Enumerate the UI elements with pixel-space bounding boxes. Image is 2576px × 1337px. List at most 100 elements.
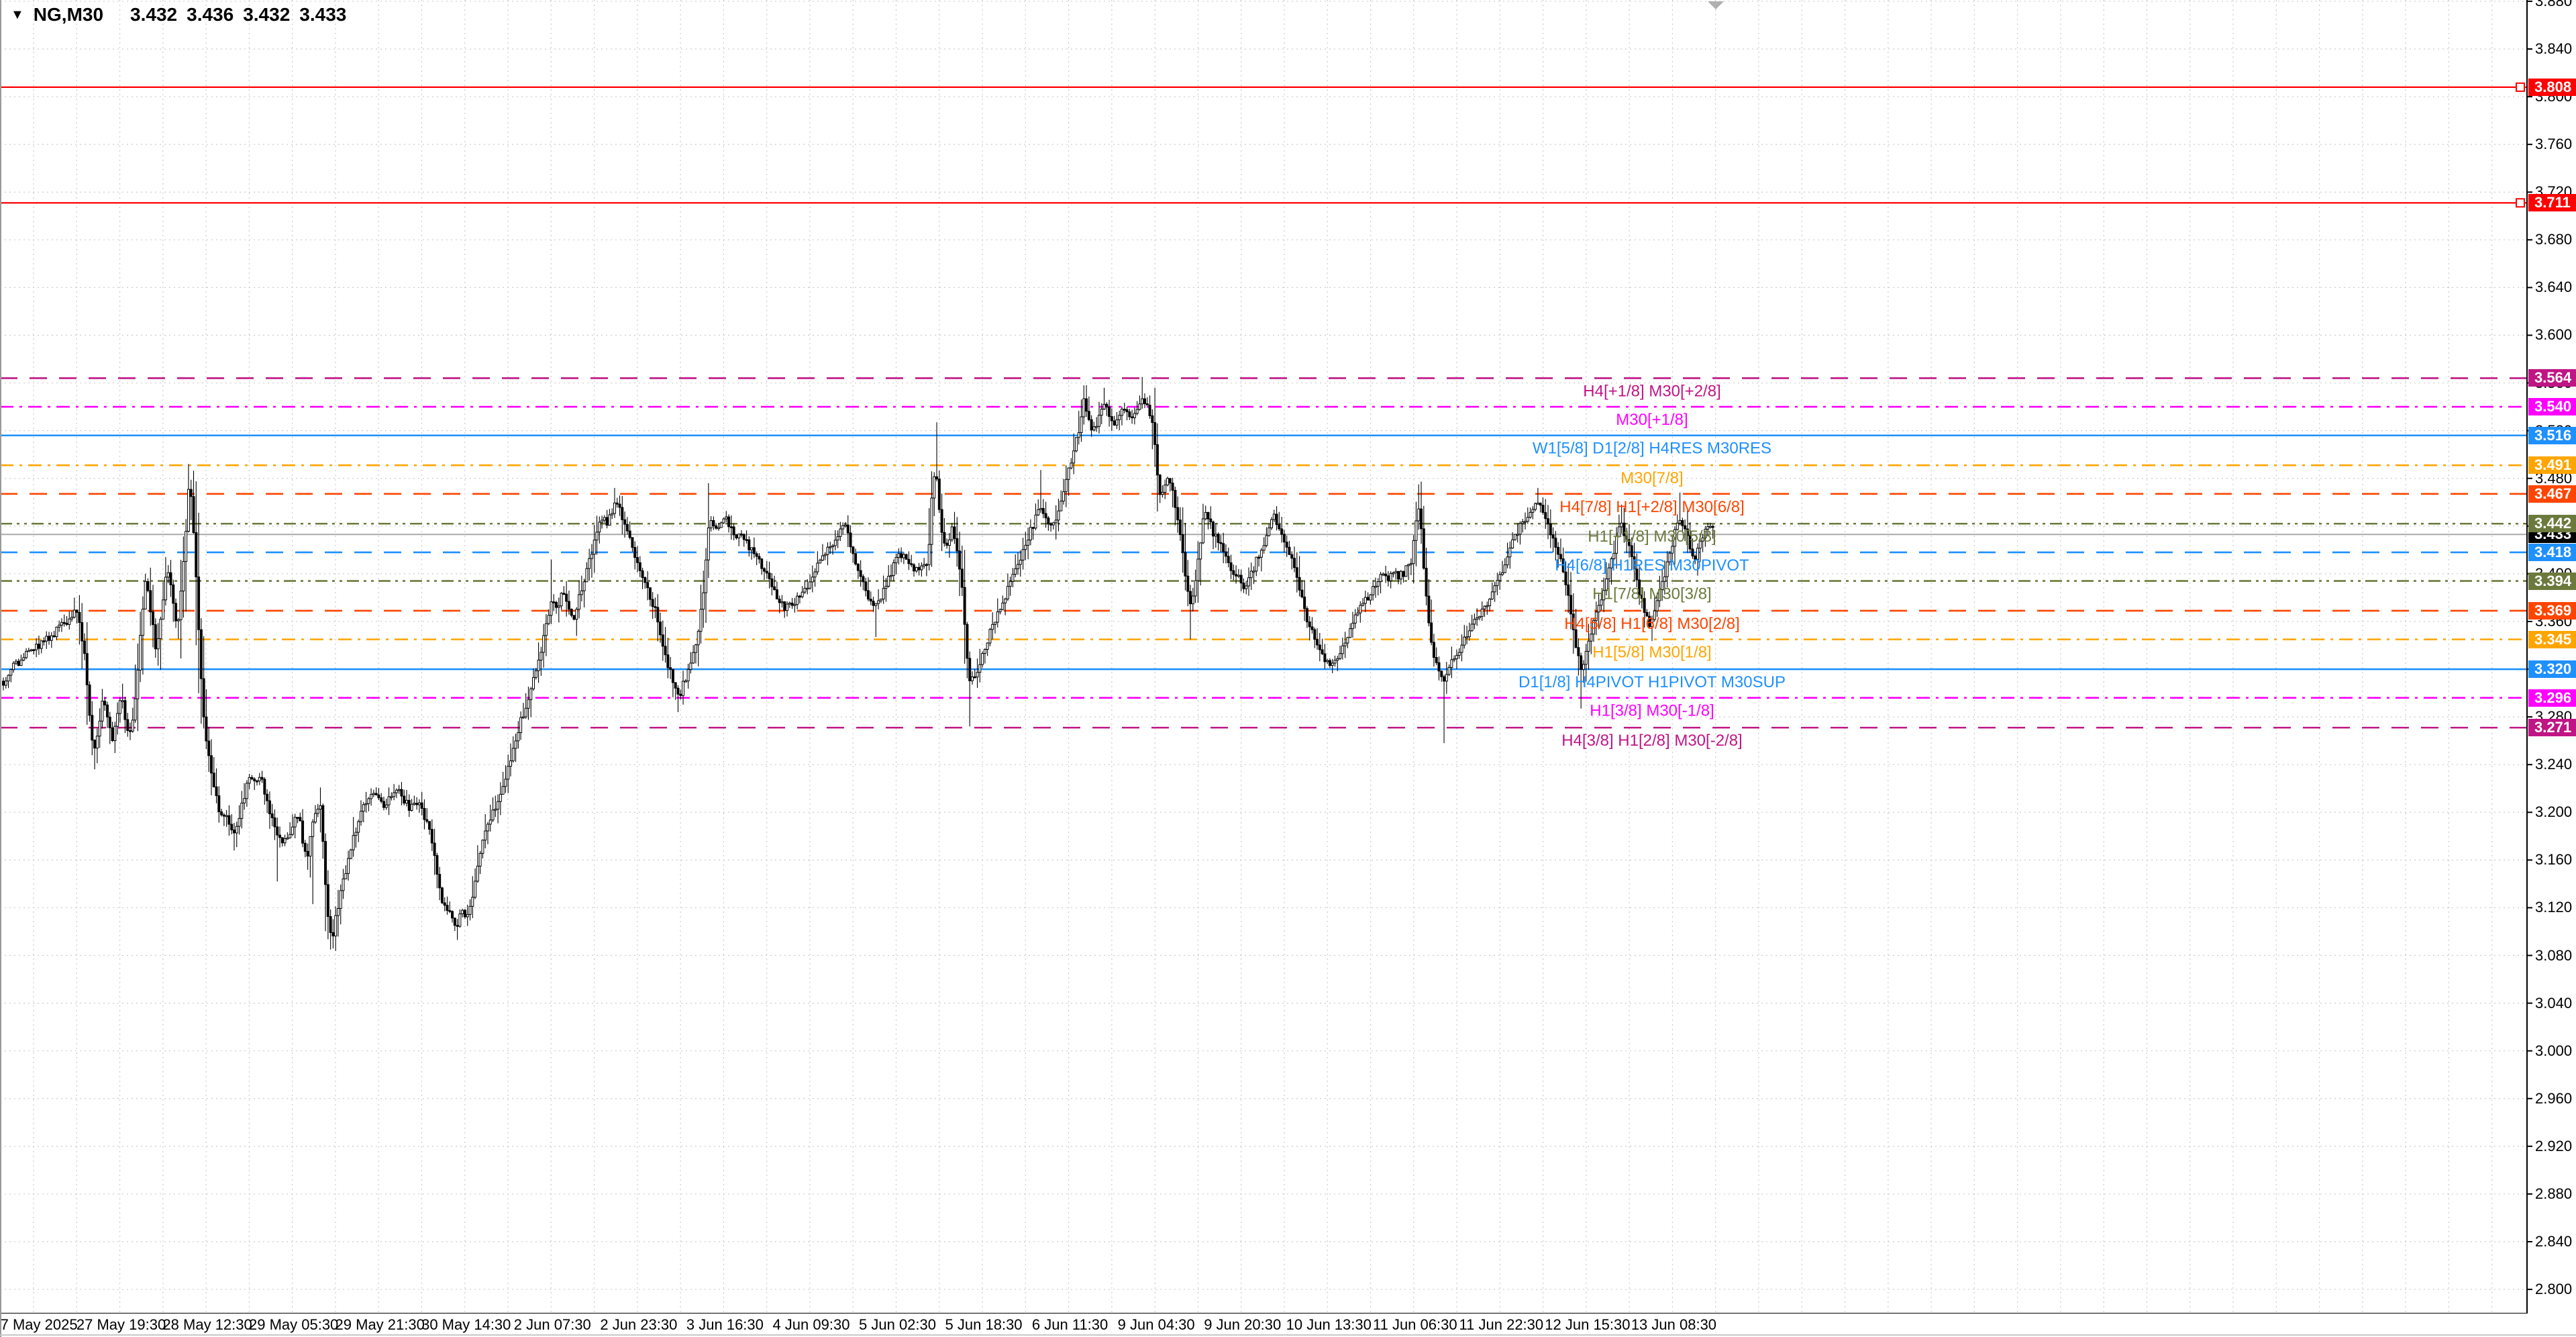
- candle-body: [1265, 535, 1268, 546]
- candle-body: [976, 672, 979, 678]
- candle-body: [843, 524, 847, 527]
- candle-body: [1027, 540, 1030, 546]
- candle-body: [1102, 403, 1106, 410]
- shift-triangle-icon[interactable]: [1708, 1, 1724, 9]
- candle-body: [25, 650, 28, 658]
- candle-body: [185, 531, 188, 562]
- candle-body: [136, 669, 140, 699]
- candle-body: [1214, 534, 1217, 537]
- candle-body: [278, 834, 282, 838]
- candle-body: [471, 897, 474, 907]
- candle-body: [266, 793, 269, 801]
- symbol-dropdown-icon[interactable]: ▼: [11, 7, 24, 22]
- candle-body: [400, 789, 403, 797]
- candle-body: [1242, 583, 1245, 589]
- candle-body: [943, 532, 946, 544]
- chart-shift-marker[interactable]: [1708, 1, 1724, 9]
- candle-body: [344, 873, 348, 880]
- candle-body: [1607, 567, 1610, 579]
- candle-body: [1397, 571, 1400, 580]
- candle-body: [1237, 575, 1240, 577]
- candle-body: [521, 716, 525, 719]
- candle-body: [1229, 562, 1233, 571]
- candle-body: [1115, 419, 1119, 426]
- candle-body: [1445, 674, 1448, 682]
- candle-body: [671, 668, 674, 683]
- candle-body: [486, 824, 489, 832]
- candle-body: [81, 622, 84, 642]
- candle-body: [580, 590, 583, 595]
- time-axis[interactable]: 27 May 2025 27 May 19:30 28 May 12:30 29 Ma…: [0, 1314, 2576, 1337]
- candle-body: [978, 664, 982, 673]
- candle-body: [509, 760, 512, 767]
- candle-body: [1308, 622, 1311, 628]
- candle-body: [742, 534, 745, 540]
- candle-body: [324, 841, 327, 885]
- time-tick-label: 11 Jun 06:30: [1373, 1316, 1457, 1333]
- price-tick-label: 2.920: [2535, 1137, 2573, 1154]
- candle-body: [806, 587, 809, 590]
- level-label: M30[7/8]: [1620, 469, 1683, 487]
- candle-body: [303, 842, 307, 852]
- candle-body: [291, 826, 294, 835]
- candle-body: [722, 518, 725, 524]
- candle-body: [75, 609, 79, 613]
- candle-body: [1437, 662, 1441, 672]
- candle-body: [1341, 645, 1344, 654]
- candle-body: [1209, 518, 1213, 523]
- candle-body: [149, 590, 152, 613]
- price-tick-label: 2.840: [2535, 1233, 2573, 1250]
- red-line-handle[interactable]: [2516, 82, 2525, 92]
- candle-body: [562, 593, 566, 595]
- candle-body: [14, 660, 17, 664]
- price-axis[interactable]: 3.880 3.840 3.800 3.760 3.720 3.680 3.640 3.600…: [2528, 0, 2576, 1314]
- candle-body: [1343, 642, 1347, 646]
- candle-body: [501, 786, 505, 795]
- candle-body: [1463, 636, 1466, 646]
- candle-body: [1133, 413, 1136, 418]
- candle-body: [370, 794, 373, 799]
- candle-body: [638, 562, 641, 571]
- candle-body: [207, 740, 211, 756]
- candle-body: [7, 675, 10, 682]
- candle-body: [352, 835, 355, 850]
- candle-body: [966, 624, 969, 659]
- candle-body: [702, 592, 705, 610]
- candle-body: [575, 609, 578, 620]
- candle-body: [199, 629, 203, 679]
- candle-body: [1064, 479, 1068, 493]
- symbol-ohlc-header: ▼ NG,M30 3.432 3.436 3.432 3.433: [11, 4, 346, 26]
- candle-body: [1389, 573, 1392, 581]
- candle-body: [981, 653, 984, 665]
- candle-body: [1359, 605, 1362, 613]
- candle-body: [882, 588, 885, 599]
- candle-body: [260, 777, 264, 780]
- candle-body: [1328, 660, 1331, 666]
- candle-body: [342, 879, 345, 891]
- candle-body: [40, 640, 43, 649]
- red-line-handle[interactable]: [2516, 198, 2525, 208]
- candle-body: [1074, 437, 1078, 452]
- candle-body: [1252, 571, 1255, 573]
- candle-body: [187, 489, 190, 532]
- price-tick-label: 3.200: [2535, 803, 2573, 821]
- candle-body: [1141, 398, 1144, 405]
- candle-body: [423, 807, 426, 820]
- candle-body: [618, 503, 621, 508]
- candle-body: [752, 547, 756, 554]
- candle-body: [491, 809, 495, 821]
- candle-body: [1336, 658, 1339, 661]
- candle-body: [1006, 586, 1009, 599]
- candle-body: [1500, 572, 1504, 575]
- time-tick-label: 9 Jun 04:30: [1117, 1316, 1195, 1333]
- candle-body: [907, 558, 911, 564]
- candle-body: [111, 727, 114, 741]
- candle-body: [1164, 485, 1167, 493]
- candle-body: [879, 598, 882, 601]
- candle-body: [1511, 539, 1514, 548]
- candle-body: [1062, 491, 1066, 502]
- candle-body: [709, 520, 713, 529]
- candle-body: [1174, 489, 1177, 508]
- candle-body: [793, 604, 796, 606]
